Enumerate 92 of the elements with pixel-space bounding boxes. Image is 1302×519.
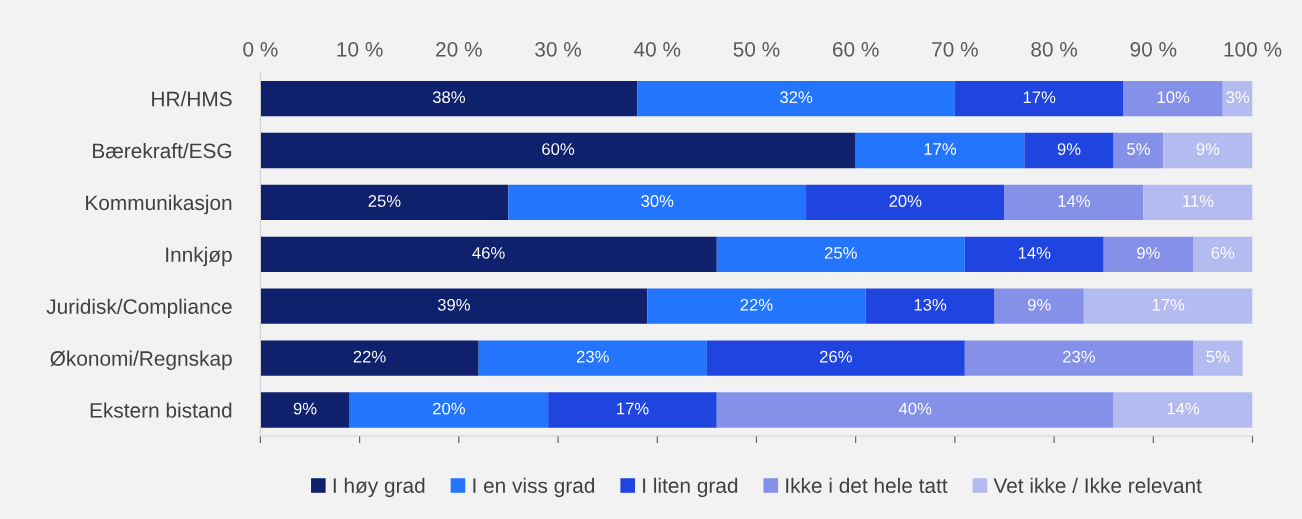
bar [1193,236,1253,272]
x-tick-label: 100 % [1224,41,1282,57]
y-tick-label: Ekstern bistand [90,402,232,418]
bar [716,236,965,272]
data-label: 14% [1018,247,1051,259]
data-label: 17% [924,143,957,155]
x-tick-label: 60 % [832,41,879,57]
data-label: 11% [1183,195,1214,207]
data-label: 9% [1196,143,1220,155]
data-label: 3% [1226,91,1250,104]
legend-label: I høy grad [333,477,425,498]
data-label: 22% [740,298,773,311]
y-tick-label: Innkjøp [166,246,232,267]
bar [855,132,1025,169]
legend-label: I liten grad [643,477,738,498]
data-label: 9% [1057,143,1081,155]
bar [260,288,648,324]
data-label: 14% [1058,195,1091,207]
y-tick-label: HR/HMS [152,91,232,107]
x-tick-label: 0 % [243,41,278,57]
data-label: 39% [437,298,470,311]
data-label: 17% [1152,298,1185,311]
bar [349,392,549,428]
data-label: 32% [780,91,813,104]
y-tick-label: Økonomi/Regnskap [50,350,232,370]
data-label: 30% [641,195,674,207]
bar [478,340,707,376]
x-tick-label: 50 % [733,41,780,57]
legend-label: Vet ikke / Ikke relevant [993,477,1202,494]
x-tick-label: 30 % [535,41,582,57]
bar [1103,236,1193,272]
data-label: 23% [576,350,609,363]
data-label: 9% [1137,246,1160,259]
bar [994,288,1084,324]
data-label: 9% [1027,298,1051,311]
data-label: 20% [433,402,465,415]
bar [1193,340,1243,376]
bar [1004,184,1144,221]
bar [260,236,717,272]
y-tick-label: Kommunikasjon [86,194,232,215]
bar [1113,132,1164,169]
x-tick-label: 70 % [932,41,978,57]
bar [260,132,856,169]
data-label: 38% [432,91,465,104]
y-tick-label: Bærekraft/ESG [93,142,232,159]
data-label: 22% [353,350,386,363]
bar [260,392,350,428]
x-tick-label: 20 % [436,41,482,57]
bar [716,392,1114,428]
data-label: 13% [914,298,947,311]
x-tick-label: 90 % [1130,41,1177,57]
bar [260,80,638,117]
data-label: 60% [542,143,575,155]
data-label: 26% [819,350,852,363]
x-tick-label: 10 % [337,41,383,57]
bar [548,392,717,428]
bar [508,184,807,221]
x-tick-label: 80 % [1031,41,1078,57]
bar [706,340,965,376]
data-label: 46% [472,246,505,259]
bar [964,340,1193,376]
bar [1024,132,1114,169]
data-label: 17% [617,402,649,415]
x-tick-label: 40 % [633,41,681,57]
bar [1123,80,1223,117]
data-label: 20% [889,195,922,207]
data-label: 14% [1167,402,1200,415]
data-label: 25% [824,246,857,259]
legend-label: I en viss grad [473,477,595,498]
data-label: 5% [1127,143,1150,155]
y-tick-label: Juridisk/Compliance [46,298,232,319]
bar [260,340,479,376]
data-label: 10% [1157,91,1190,104]
data-label: 9% [293,402,317,415]
bar [1163,132,1253,169]
data-label: 5% [1206,350,1230,363]
bar [637,80,955,117]
bar [1113,392,1253,428]
bar [647,288,866,324]
legend-label: Ikke i det hele tatt [786,477,948,494]
data-label: 6% [1211,246,1235,259]
data-label: 40% [898,402,932,415]
data-label: 17% [1023,91,1056,104]
bar [260,184,509,221]
data-label: 23% [1063,350,1095,363]
data-label: 25% [368,195,401,207]
bar [865,288,995,324]
bar [806,184,1005,221]
bar [964,236,1104,272]
bar [1143,184,1253,221]
bar [954,80,1124,117]
bar [1083,288,1253,324]
